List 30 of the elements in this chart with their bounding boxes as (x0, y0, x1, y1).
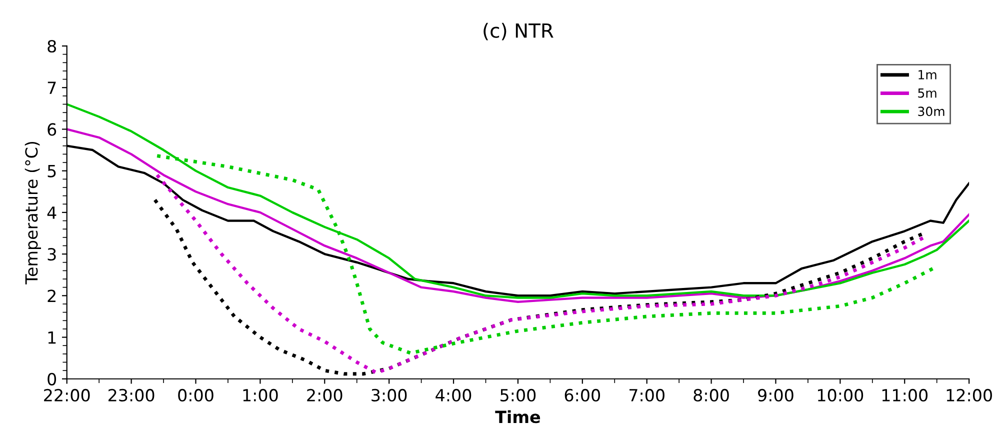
x-tick-label: 2:00 (307, 388, 342, 402)
x-tick-label: 10:00 (818, 388, 864, 402)
y-tick-label: 2 (48, 290, 56, 302)
x-tick-label: 12:00 (946, 388, 992, 402)
y-tick-label: 0 (48, 372, 56, 386)
y-tick-label: 8 (48, 40, 56, 53)
x-axis-title: Time (495, 410, 540, 424)
y-tick-label: 1 (48, 331, 56, 344)
x-tick-label: 0:00 (178, 388, 214, 402)
x-tick-label: 7:00 (630, 388, 664, 402)
x-tick-label: 1:00 (243, 388, 278, 402)
legend-label: 5m (918, 88, 936, 98)
legend-label: 30m (918, 106, 944, 116)
x-tick-label: 5:00 (500, 388, 536, 402)
y-tick-label: 3 (48, 248, 56, 261)
y-tick-label: 5 (48, 165, 56, 178)
x-tick-label: 23:00 (108, 388, 154, 402)
y-tick-label: 7 (48, 82, 56, 94)
y-tick-label: 6 (48, 123, 56, 136)
chart-title: (c) NTR (484, 22, 554, 40)
x-tick-label: 11:00 (882, 388, 928, 402)
x-tick-label: 4:00 (436, 388, 472, 402)
legend-label: 1m (918, 70, 936, 80)
x-tick-label: 6:00 (564, 388, 600, 402)
x-tick-label: 3:00 (372, 388, 407, 402)
x-tick-label: 9:00 (758, 388, 794, 402)
x-tick-label: 8:00 (694, 388, 729, 402)
y-axis-title: Temperature (°C) (24, 142, 41, 284)
y-tick-label: 4 (47, 206, 56, 219)
x-tick-label: 22:00 (44, 388, 90, 402)
